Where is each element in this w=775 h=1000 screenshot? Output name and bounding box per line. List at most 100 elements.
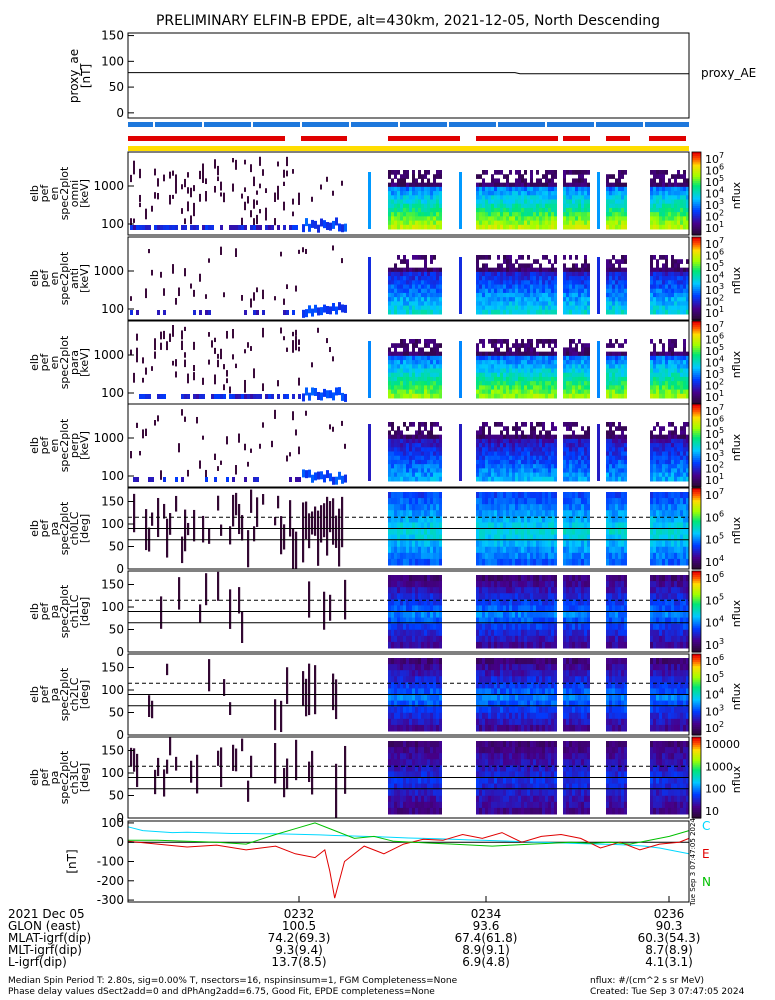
speckle	[205, 294, 207, 299]
flux-bin	[624, 309, 627, 315]
flux-bin	[412, 468, 415, 474]
flux-bin	[618, 464, 621, 469]
flux-bin	[421, 199, 424, 205]
flux-bin	[656, 191, 659, 196]
flux-bin	[584, 360, 587, 365]
speckle	[253, 218, 255, 226]
flux-bin	[515, 305, 518, 311]
flux-bin	[624, 372, 627, 378]
flux-bin	[621, 216, 624, 222]
flux-bin	[394, 347, 397, 353]
flux-bin	[653, 434, 656, 440]
speckle	[295, 329, 297, 336]
flux-bin	[668, 372, 671, 378]
flux-bin	[554, 220, 557, 226]
flux-bin	[533, 355, 536, 361]
pa-bin	[494, 534, 497, 542]
pa-bin	[515, 534, 518, 542]
flux-bin	[536, 178, 539, 184]
flux-bin	[430, 284, 433, 290]
flux-bin	[421, 468, 424, 474]
flux-bin	[476, 464, 479, 469]
flux-bin	[615, 464, 618, 469]
flux-bin	[515, 464, 518, 469]
flux-bin	[406, 351, 409, 357]
flux-bin	[494, 292, 497, 298]
flux-bin	[497, 464, 500, 469]
flux-bin	[618, 451, 621, 457]
flux-bin	[527, 220, 530, 226]
pa-bin	[400, 498, 403, 505]
flux-bin	[391, 455, 394, 461]
flux-bin	[421, 451, 424, 457]
low-energy-bin	[320, 392, 323, 401]
flux-bin	[683, 191, 686, 196]
pa-bin	[415, 534, 418, 542]
flux-bin	[518, 360, 521, 365]
flux-bin	[686, 364, 689, 369]
flux-bin	[424, 305, 427, 311]
flux-bin	[609, 174, 612, 179]
pa-bin	[497, 558, 500, 566]
flux-bin	[485, 301, 488, 307]
flux-bin	[615, 288, 618, 294]
flux-bin	[606, 422, 609, 427]
flux-bin	[391, 276, 394, 281]
flux-bin	[674, 472, 677, 478]
flux-bin	[581, 178, 584, 184]
flux-bin	[536, 305, 539, 311]
flux-bin	[621, 355, 624, 361]
flux-bin	[482, 339, 485, 344]
flux-bin	[527, 297, 530, 302]
flux-bin	[533, 297, 536, 302]
flux-bin	[397, 351, 400, 357]
speckle	[232, 354, 234, 360]
speckle	[262, 422, 264, 428]
flux-bin	[388, 464, 391, 469]
flux-bin	[548, 447, 551, 452]
flux-bin	[476, 224, 479, 230]
flux-bin	[503, 271, 506, 277]
low-energy-bin	[311, 474, 314, 483]
flux-bin	[430, 182, 433, 188]
flux-bin	[476, 476, 479, 482]
flux-bin	[509, 259, 512, 264]
flux-bin	[430, 288, 433, 294]
pa-bin	[533, 522, 536, 529]
low-energy-bin	[226, 477, 229, 482]
pa-speckle	[151, 512, 154, 526]
flux-bin	[476, 381, 479, 386]
flux-bin	[686, 438, 689, 444]
flux-bin	[624, 426, 627, 431]
flux-bin	[482, 297, 485, 302]
flux-bin	[494, 207, 497, 213]
flux-bin	[527, 191, 530, 196]
pa-bin	[403, 498, 406, 505]
flux-bin	[536, 368, 539, 374]
flux-bin	[436, 385, 439, 391]
flux-bin	[518, 186, 521, 192]
low-energy-bin	[130, 225, 133, 230]
flux-bin	[479, 376, 482, 382]
flux-bin	[686, 280, 689, 285]
flux-bin	[412, 182, 415, 188]
low-energy-bin	[271, 394, 274, 399]
colorbar-segment	[692, 301, 701, 304]
flux-bin	[409, 191, 412, 196]
flux-bin	[421, 381, 424, 386]
flux-bin	[539, 351, 542, 357]
flux-bin	[536, 464, 539, 469]
flux-bin	[433, 224, 436, 230]
flux-bin	[621, 259, 624, 264]
flux-bin	[659, 305, 662, 311]
pa-bin	[415, 528, 418, 536]
speckle	[172, 170, 174, 176]
flux-bin	[415, 276, 418, 281]
flux-bin	[485, 186, 488, 192]
flux-bin	[400, 364, 403, 369]
colorbar-segment	[692, 263, 701, 267]
flux-bin	[674, 292, 677, 298]
flux-bin	[548, 339, 551, 344]
flux-bin	[554, 203, 557, 209]
flux-bin	[482, 301, 485, 307]
